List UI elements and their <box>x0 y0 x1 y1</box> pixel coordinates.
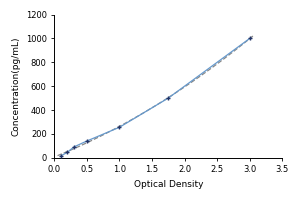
Y-axis label: Concentration(pg/mL): Concentration(pg/mL) <box>11 36 20 136</box>
X-axis label: Optical Density: Optical Density <box>134 180 203 189</box>
